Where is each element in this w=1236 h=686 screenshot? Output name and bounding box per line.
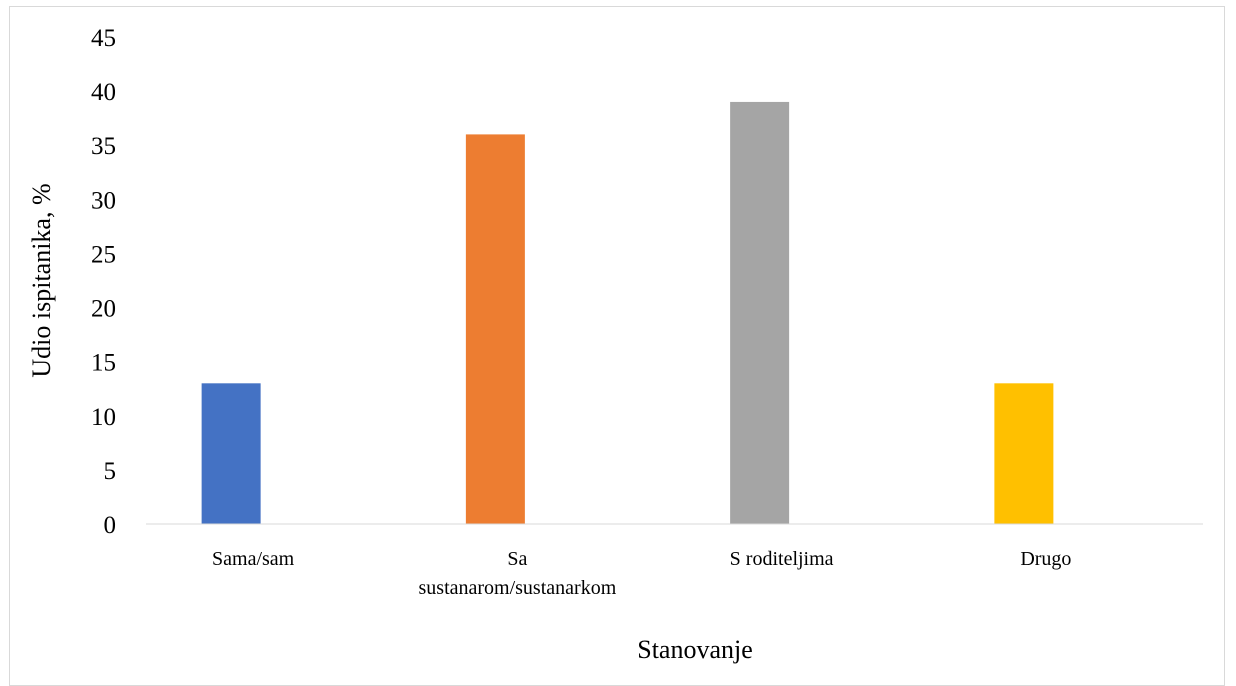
y-tick-label: 20: [91, 296, 116, 323]
y-tick-label: 10: [91, 404, 116, 431]
bars-group: [201, 101, 1054, 524]
y-tick-label: 45: [91, 25, 116, 52]
bar-2: [730, 101, 790, 524]
y-tick-label: 35: [91, 133, 116, 160]
bar-3: [994, 383, 1054, 524]
y-axis-title: Udio ispitanika, %: [27, 183, 56, 377]
y-tick-labels: 0 5 10 15 20 25 30 35 40 45: [91, 25, 116, 539]
x-category-label: Sa sustanarom/sustanarkom: [419, 548, 617, 599]
bar-0: [201, 383, 261, 524]
y-tick-label: 40: [91, 79, 116, 106]
y-tick-label: 25: [91, 241, 116, 268]
chart-frame: [9, 6, 1225, 686]
y-tick-label: 30: [91, 187, 116, 214]
bar-1: [465, 134, 525, 524]
y-tick-label: 0: [104, 512, 117, 539]
y-tick-label: 5: [104, 458, 117, 485]
x-category-labels: Sama/sam Sa sustanarom/sustanarkom S rodite…: [212, 548, 1071, 599]
x-category-label: S roditeljima: [730, 548, 834, 570]
x-category-label: Sama/sam: [212, 548, 295, 570]
x-axis-title: Stanovanje: [637, 635, 753, 664]
y-tick-label: 15: [91, 350, 116, 377]
x-category-label: Drugo: [1020, 548, 1071, 570]
